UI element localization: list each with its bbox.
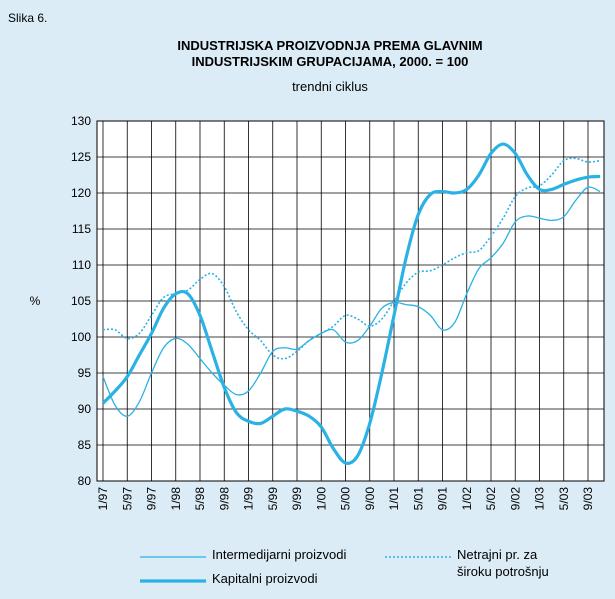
y-tick-label: 105 bbox=[71, 294, 91, 308]
x-tick-label: 1/98 bbox=[169, 487, 183, 511]
y-tick-label: 120 bbox=[71, 186, 91, 200]
x-tick-label: 1/01 bbox=[387, 487, 401, 511]
plot-frame bbox=[96, 120, 605, 482]
x-tick-label: 9/97 bbox=[145, 487, 159, 511]
y-tick-label: 90 bbox=[78, 402, 92, 416]
x-tick-label: 9/03 bbox=[581, 487, 595, 511]
y-tick-label: 125 bbox=[71, 150, 91, 164]
x-tick-label: 1/97 bbox=[96, 487, 110, 511]
figure-label: Slika 6. bbox=[8, 11, 47, 25]
series-line bbox=[102, 157, 601, 360]
chart-title: INDUSTRIJSKIM GRUPACIJAMA, 2000. = 100 bbox=[192, 54, 469, 69]
y-tick-label: 95 bbox=[78, 366, 92, 380]
x-tick-label: 5/97 bbox=[120, 487, 134, 511]
x-tick-label: 5/03 bbox=[557, 487, 571, 511]
legend-label: Netrajni pr. za široku potrošnju bbox=[457, 547, 549, 579]
x-tick-label: 1/03 bbox=[533, 487, 547, 511]
legend-label: Intermedijarni proizvodi bbox=[212, 547, 347, 562]
x-tick-label: 5/99 bbox=[266, 487, 280, 511]
y-tick-label: 130 bbox=[71, 114, 91, 128]
x-tick-label: 5/02 bbox=[484, 487, 498, 511]
chart-title: INDUSTRIJSKA PROIZVODNJA PREMA GLAVNIM bbox=[177, 38, 482, 53]
x-tick-label: 9/98 bbox=[217, 487, 231, 511]
x-tick-label: 9/00 bbox=[363, 487, 377, 511]
x-tick-label: 5/00 bbox=[339, 487, 353, 511]
y-axis-label: % bbox=[30, 294, 41, 308]
x-tick-label: 5/01 bbox=[411, 487, 425, 511]
x-tick-label: 1/00 bbox=[314, 487, 328, 511]
series-line bbox=[102, 186, 601, 417]
x-tick-label: 9/99 bbox=[290, 487, 304, 511]
x-tick-label: 1/99 bbox=[242, 487, 256, 511]
x-tick-label: 5/98 bbox=[193, 487, 207, 511]
y-tick-label: 115 bbox=[72, 222, 91, 236]
legend-swatch bbox=[140, 579, 206, 583]
chart-subtitle: trendni ciklus bbox=[292, 79, 368, 94]
y-tick-label: 85 bbox=[78, 438, 92, 452]
x-tick-label: 9/02 bbox=[508, 487, 522, 511]
series-line bbox=[101, 142, 601, 465]
x-tick-label: 9/01 bbox=[436, 487, 450, 511]
legend-swatch bbox=[140, 556, 206, 558]
legend-label: Kapitalni proizvodi bbox=[212, 571, 318, 586]
legend-swatch bbox=[385, 556, 451, 558]
y-tick-label: 110 bbox=[72, 258, 91, 272]
y-tick-label: 100 bbox=[71, 330, 91, 344]
x-tick-label: 1/02 bbox=[460, 487, 474, 511]
y-tick-label: 80 bbox=[78, 474, 92, 488]
